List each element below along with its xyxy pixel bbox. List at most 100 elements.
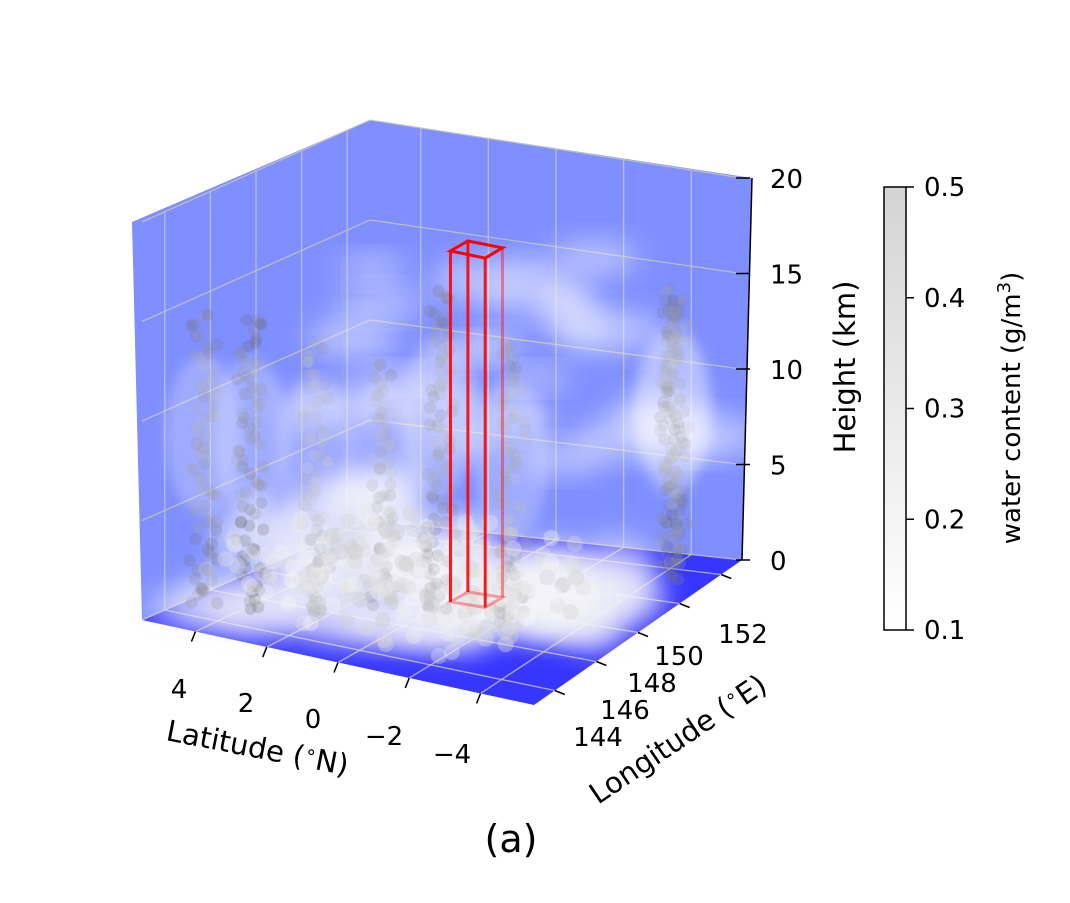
cloud-point xyxy=(489,597,506,614)
cloud-point xyxy=(383,592,396,605)
cloud-point xyxy=(278,553,295,570)
cloud-point xyxy=(420,609,437,626)
cloud-point xyxy=(383,525,400,542)
cloud-point xyxy=(351,592,368,609)
cloud-point xyxy=(475,605,492,622)
cloud-point xyxy=(546,587,563,604)
cloud-point xyxy=(367,513,384,530)
cloud-point xyxy=(375,574,392,591)
cloud-blob xyxy=(401,337,478,498)
cloud-point xyxy=(566,535,583,552)
cloud-point xyxy=(670,552,683,565)
cloud-point xyxy=(440,614,457,631)
cloud-point xyxy=(660,284,673,297)
cloud-point xyxy=(672,552,685,565)
y-tick-label: 148 xyxy=(627,669,677,699)
cloud-point xyxy=(504,606,521,623)
cloud-point xyxy=(192,329,205,342)
cloud-point xyxy=(247,579,260,592)
cloud-point xyxy=(392,578,409,595)
cloud-point xyxy=(660,516,673,529)
cloud-point xyxy=(255,318,268,331)
x-tick-mark xyxy=(262,646,268,658)
cloud-point xyxy=(456,605,473,622)
cloud-point xyxy=(657,307,670,320)
cloud-point xyxy=(380,560,393,573)
cloud-point xyxy=(501,618,518,635)
cloud-point xyxy=(509,588,522,601)
cloud-point xyxy=(200,340,213,353)
cloud-point xyxy=(415,533,432,550)
cloud-point xyxy=(383,590,400,607)
y-tick-mark xyxy=(679,602,690,609)
cloud-point xyxy=(234,516,247,529)
cloud-point xyxy=(431,578,444,591)
cloud-point xyxy=(205,573,218,586)
cloud-point xyxy=(358,620,375,637)
cloud-point xyxy=(663,560,676,573)
cloud-point xyxy=(519,610,536,627)
y-tick-mark xyxy=(637,631,649,638)
cloud-blob xyxy=(462,331,527,358)
cloud-point xyxy=(482,572,499,589)
y-tick-label: 144 xyxy=(573,723,623,753)
cloud-point xyxy=(321,551,338,568)
cloud-point xyxy=(239,561,252,574)
cloud-point xyxy=(668,306,681,319)
cloud-point xyxy=(444,582,461,599)
cloud-point xyxy=(323,562,336,575)
cloud-point xyxy=(440,602,453,615)
cloud-point xyxy=(245,585,258,598)
cloud-point xyxy=(194,583,207,596)
cloud-point xyxy=(346,554,363,571)
cloud-point xyxy=(670,542,683,555)
x-tick-label: −2 xyxy=(365,722,403,752)
x-tick-mark xyxy=(333,662,339,673)
cloud-point xyxy=(356,573,373,590)
cloud-point xyxy=(670,311,683,324)
cloud-point xyxy=(504,580,521,597)
cloud-point xyxy=(382,504,399,521)
cloud-point xyxy=(355,542,372,559)
cloud-point xyxy=(450,524,467,541)
z-tick-label: 5 xyxy=(770,452,787,482)
cloud-point xyxy=(198,309,211,322)
cloud-blob xyxy=(336,288,424,318)
cloud-point xyxy=(495,546,508,559)
cloud-point xyxy=(258,584,275,601)
cloud-point xyxy=(323,527,340,544)
cloud-point xyxy=(242,340,255,353)
cloud-point xyxy=(366,599,379,612)
cloud-point xyxy=(669,487,682,500)
cloud-point xyxy=(338,613,355,630)
cloud-point xyxy=(668,557,681,570)
cloud-point xyxy=(427,327,440,340)
cloud-point xyxy=(266,553,283,570)
cloud-point xyxy=(496,611,513,628)
cloud-point xyxy=(402,505,419,522)
cloud-point xyxy=(253,564,270,581)
cloud-point xyxy=(340,578,357,595)
cloud-point xyxy=(243,595,256,608)
x-tick-mark xyxy=(404,677,410,689)
cloud-point xyxy=(250,332,263,345)
cloud-point xyxy=(185,319,198,332)
cloud-point xyxy=(201,516,214,529)
cloud-point xyxy=(421,610,438,627)
cloud-point xyxy=(367,579,384,596)
cloud-point xyxy=(502,560,515,573)
cloud-point xyxy=(520,580,537,597)
cloud-point xyxy=(285,559,302,576)
cloud-point xyxy=(404,575,421,592)
cloud-blob xyxy=(473,378,550,539)
cloud-point xyxy=(235,568,248,581)
y-tick-mark xyxy=(554,689,566,696)
cloud-point xyxy=(504,600,521,617)
cloud-point xyxy=(502,553,515,566)
cloud-point xyxy=(398,556,415,573)
cloud-point xyxy=(357,517,374,534)
cloud-point xyxy=(248,593,261,606)
cloud-point xyxy=(675,493,688,506)
cloud-point xyxy=(502,628,519,645)
cloud-point xyxy=(659,294,672,307)
